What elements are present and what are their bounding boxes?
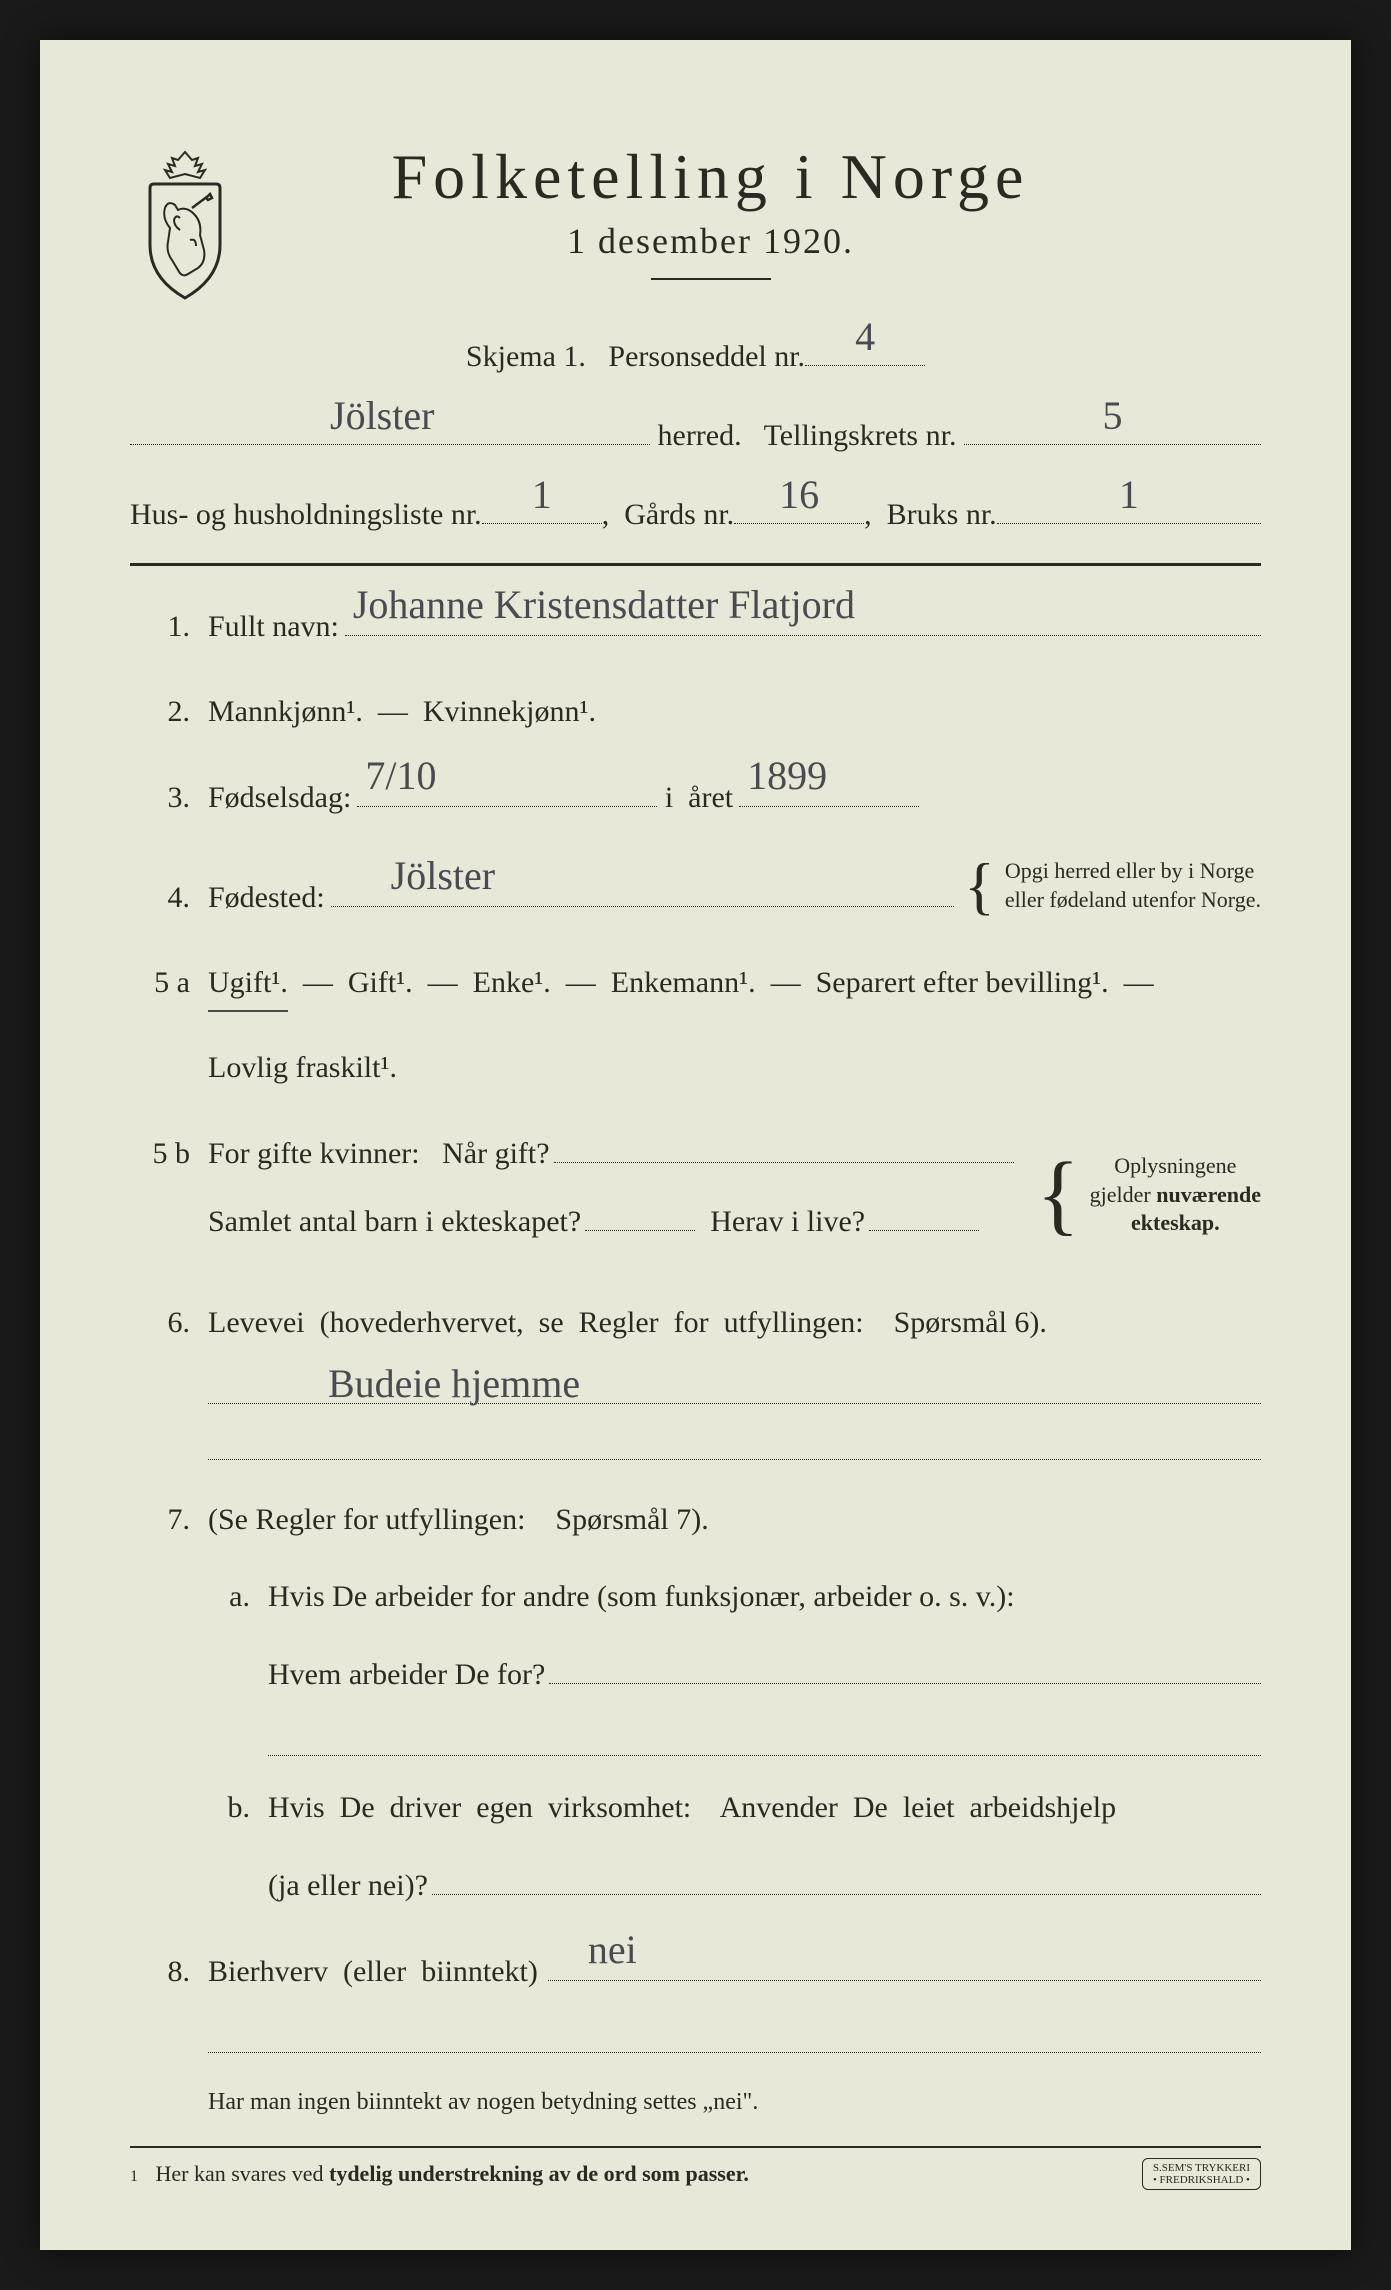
question-1: 1. Fullt navn: Johanne Kristensdatter Fl… — [130, 600, 1261, 652]
q1-label: Fullt navn: — [208, 601, 339, 652]
footnote-instructions: 1 Her kan svares ved tydelig understrekn… — [130, 2158, 1261, 2190]
question-8: 8. Bierhverv (eller biinntekt) nei — [130, 1945, 1261, 1997]
q6-text: Levevei (hovederhvervet, se Regler for u… — [208, 1306, 1047, 1339]
q8-value: nei — [588, 1916, 637, 1984]
question-2: 2. Mannkjønn¹. — Kvinnekjønn¹. — [130, 686, 1261, 737]
q4-note-l1: Opgi herred eller by i Norge — [1005, 858, 1254, 883]
q5b-l1a: For gifte kvinner: Når gift? — [208, 1128, 550, 1179]
q1-num: 1. — [130, 610, 190, 644]
q3-label1: Fødselsdag: — [208, 772, 351, 823]
q7a-num: a. — [229, 1580, 250, 1613]
q7b-l2: (ja eller nei)? — [268, 1860, 428, 1911]
q5b-note-l1: Oplysningene — [1114, 1153, 1236, 1178]
q5a-rest: — Gift¹. — Enke¹. — Enkemann¹. — Separer… — [288, 957, 1154, 1008]
q5a-num: 5 a — [130, 966, 190, 1000]
hus-label-pre: Hus- og husholdningsliste nr. — [130, 491, 482, 539]
q7a-l2: Hvem arbeider De for? — [268, 1649, 545, 1700]
gards-label: , Gårds nr. — [602, 491, 734, 539]
hus-nr-value: 1 — [532, 463, 552, 527]
stamp-l1: S.SEM'S TRYKKERI — [1153, 2162, 1250, 2174]
q5b-note-l2: gjelder — [1090, 1182, 1157, 1207]
q7a-blank-line — [268, 1712, 1261, 1756]
title-subtitle: 1 desember 1920. — [280, 220, 1141, 262]
census-form-page: Folketelling i Norge 1 desember 1920. Sk… — [40, 40, 1351, 2250]
herred-label: herred. Tellingskrets nr. — [650, 412, 964, 460]
q8-label: Bierhverv (eller biinntekt) — [208, 1946, 538, 1997]
q1-value: Johanne Kristensdatter Flatjord — [353, 571, 855, 639]
brace-icon: { — [1036, 1159, 1079, 1231]
q6-value: Budeie hjemme — [328, 1360, 580, 1407]
divider-heavy — [130, 563, 1261, 566]
question-4: 4. Fødested: Jölster { Opgi herred eller… — [130, 857, 1261, 923]
q6-blank-line — [208, 1416, 1261, 1460]
brace-icon: { — [964, 860, 995, 911]
q3-label2: i året — [657, 772, 733, 823]
q8-num: 8. — [130, 1955, 190, 1989]
question-5b: 5 b For gifte kvinner: Når gift? Samlet … — [130, 1127, 1261, 1263]
q5b-note-l3: ekteskap. — [1131, 1210, 1220, 1235]
q7b-num: b. — [228, 1791, 251, 1824]
q5b-l2a: Samlet antal barn i ekteskapet? — [208, 1196, 581, 1247]
q4-note: { Opgi herred eller by i Norge eller fød… — [964, 857, 1261, 914]
title-main: Folketelling i Norge — [280, 140, 1141, 214]
skjema-label: Skjema 1. Personseddel nr. — [466, 333, 805, 381]
q7b-l1: Hvis De driver egen virksomhet: Anvender… — [268, 1782, 1116, 1833]
q4-label: Fødested: — [208, 872, 325, 923]
gards-nr-value: 16 — [779, 463, 819, 527]
stamp-l2: • FREDRIKSHALD • — [1153, 2174, 1250, 2186]
question-7b: b. Hvis De driver egen virksomhet: Anven… — [130, 1782, 1261, 1911]
q4-note-l2: eller fødeland utenfor Norge. — [1005, 887, 1261, 912]
q7a-l1: Hvis De arbeider for andre (som funksjon… — [268, 1571, 1015, 1622]
question-7a: a. Hvis De arbeider for andre (som funks… — [130, 1571, 1261, 1700]
q7-text: (Se Regler for utfyllingen: Spørsmål 7). — [208, 1503, 709, 1536]
question-5a: 5 a Ugift¹. — Gift¹. — Enke¹. — Enkemann… — [130, 957, 1261, 1093]
q3-day-value: 7/10 — [365, 742, 436, 810]
question-6: 6. Levevei (hovederhvervet, se Regler fo… — [130, 1297, 1261, 1348]
q4-value: Jölster — [391, 842, 495, 910]
q3-num: 3. — [130, 781, 190, 815]
q5b-l2b: Herav i live? — [695, 1196, 865, 1247]
q8-blank-line — [208, 2009, 1261, 2053]
title-block: Folketelling i Norge 1 desember 1920. — [280, 140, 1261, 280]
printer-stamp: S.SEM'S TRYKKERI • FREDRIKSHALD • — [1142, 2158, 1261, 2190]
personseddel-nr-value: 4 — [855, 305, 875, 369]
q7-num: 7. — [130, 1503, 190, 1537]
question-3: 3. Fødselsdag: 7/10 i året 1899 — [130, 771, 1261, 823]
bruks-nr-value: 1 — [1119, 463, 1139, 527]
bruks-label: , Bruks nr. — [864, 491, 997, 539]
coat-of-arms-icon — [130, 150, 240, 300]
herred-value: Jölster — [330, 384, 434, 448]
q2-num: 2. — [130, 695, 190, 729]
q5a-ugift: Ugift¹. — [208, 957, 288, 1012]
question-7: 7. (Se Regler for utfyllingen: Spørsmål … — [130, 1494, 1261, 1545]
footnote-pre: Her kan svares ved — [156, 2161, 330, 2186]
footnote-nei: Har man ingen biinntekt av nogen betydni… — [208, 2089, 1261, 2116]
footer-rule — [130, 2146, 1261, 2148]
q6-answer-line: Budeie hjemme — [208, 1360, 1261, 1404]
tellingskrets-nr-value: 5 — [1102, 384, 1122, 448]
q2-text: Mannkjønn¹. — Kvinnekjønn¹. — [208, 695, 596, 728]
header: Folketelling i Norge 1 desember 1920. — [130, 140, 1261, 300]
footnote-bold: tydelig understrekning av de ord som pas… — [329, 2161, 749, 2186]
footnote-num: 1 — [130, 2168, 138, 2185]
q6-num: 6. — [130, 1306, 190, 1340]
herred-line: Jölster herred. Tellingskrets nr. 5 — [130, 409, 1261, 460]
q3-year-value: 1899 — [747, 742, 827, 810]
skjema-line: Skjema 1. Personseddel nr. 4 — [130, 330, 1261, 381]
q5a-line2: Lovlig fraskilt¹. — [208, 1042, 397, 1093]
hus-line: Hus- og husholdningsliste nr. 1 , Gårds … — [130, 488, 1261, 539]
title-rule — [651, 278, 771, 280]
q5b-note: { Oplysningene gjelder nuværende ekteska… — [1036, 1152, 1261, 1238]
q4-num: 4. — [130, 881, 190, 915]
q5b-num: 5 b — [130, 1137, 190, 1171]
q5b-note-l2b: nuværende — [1156, 1182, 1261, 1207]
